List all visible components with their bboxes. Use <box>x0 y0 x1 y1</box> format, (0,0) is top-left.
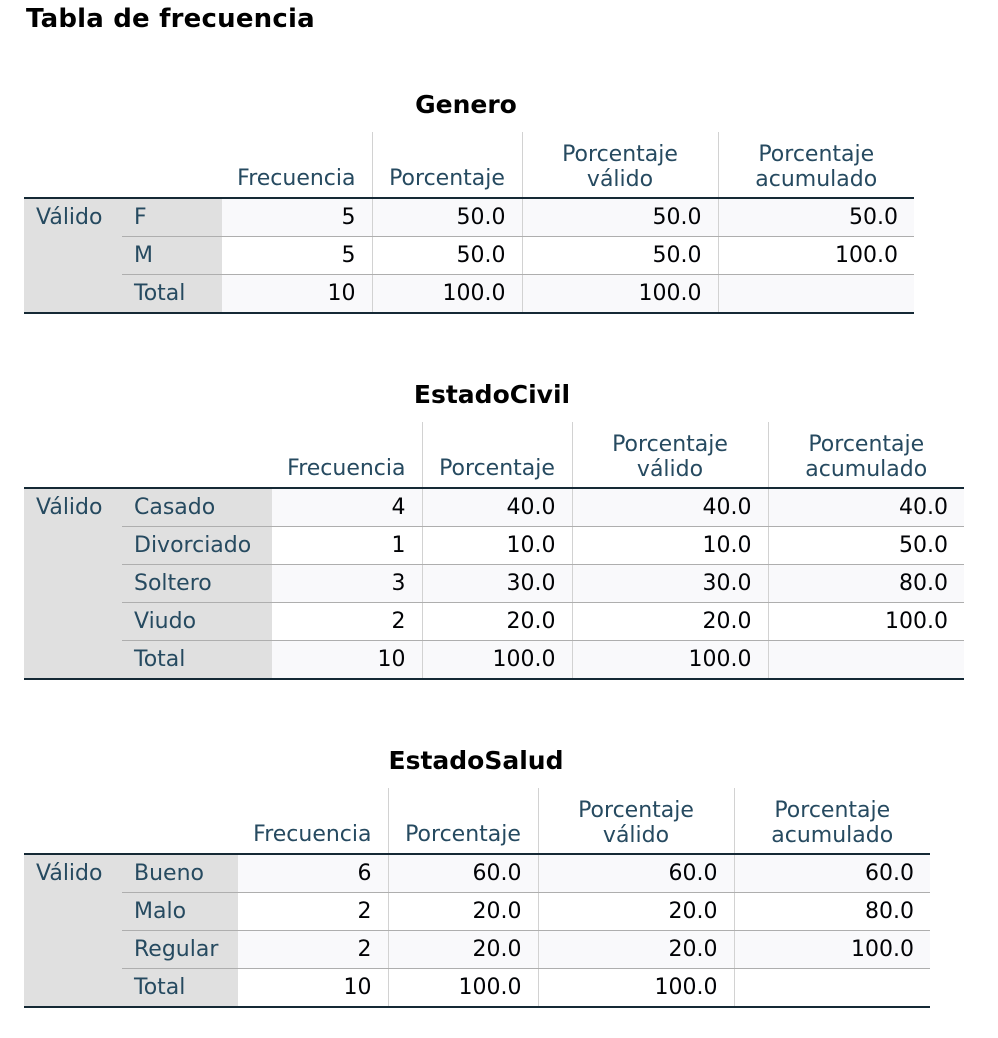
row-label: F <box>122 198 222 237</box>
table-row: Total 10 100.0 100.0 <box>24 640 964 680</box>
cell-porcentaje-valido: 20.0 <box>537 892 734 931</box>
table-title: Genero <box>415 90 517 119</box>
cell-porcentaje-valido: 60.0 <box>537 854 734 893</box>
header-porcentaje: Porcentaje <box>421 422 572 489</box>
cell-porcentaje-valido: 100.0 <box>571 640 768 680</box>
cell-porcentaje-valido: 100.0 <box>521 274 718 314</box>
cell-porcentaje-valido: 100.0 <box>537 968 734 1008</box>
cell-porcentaje: 30.0 <box>421 564 572 603</box>
cell-porcentaje-acumulado: 100.0 <box>767 602 964 641</box>
row-label: M <box>122 236 222 275</box>
header-frecuencia: Frecuencia <box>238 788 388 855</box>
cell-porcentaje-acumulado <box>767 640 964 680</box>
cell-porcentaje: 20.0 <box>387 930 538 969</box>
cell-porcentaje-valido: 50.0 <box>521 236 718 275</box>
table-row: Total 10 100.0 100.0 <box>24 274 914 314</box>
cell-frecuencia: 10 <box>222 274 372 314</box>
cell-frecuencia: 6 <box>238 854 388 893</box>
header-porcentaje-valido: Porcentaje válido <box>571 422 768 489</box>
cell-frecuencia: 5 <box>222 198 372 237</box>
table-row: Malo 2 20.0 20.0 80.0 <box>24 892 930 931</box>
row-label: Casado <box>122 488 272 527</box>
cell-porcentaje-valido: 10.0 <box>571 526 768 565</box>
cell-porcentaje-valido: 20.0 <box>571 602 768 641</box>
header-porcentaje: Porcentaje <box>371 132 522 199</box>
cell-porcentaje-acumulado: 60.0 <box>733 854 930 893</box>
cell-porcentaje: 60.0 <box>387 854 538 893</box>
cell-frecuencia: 2 <box>238 892 388 931</box>
cell-porcentaje-acumulado: 80.0 <box>733 892 930 931</box>
row-label: Bueno <box>122 854 238 893</box>
table-row: Válido Bueno 6 60.0 60.0 60.0 <box>24 854 930 1008</box>
cell-porcentaje: 40.0 <box>421 488 572 527</box>
table-row: Divorciado 1 10.0 10.0 50.0 <box>24 526 964 565</box>
table-row: Soltero 3 30.0 30.0 80.0 <box>24 564 964 603</box>
cell-porcentaje: 20.0 <box>421 602 572 641</box>
header-frecuencia: Frecuencia <box>272 422 422 489</box>
table-row: M 5 50.0 50.0 100.0 <box>24 236 914 275</box>
header-blank <box>24 788 238 855</box>
cell-porcentaje-acumulado <box>717 274 914 314</box>
cell-porcentaje-acumulado: 100.0 <box>733 930 930 969</box>
cell-porcentaje-valido: 30.0 <box>571 564 768 603</box>
cell-porcentaje: 100.0 <box>371 274 522 314</box>
header-porcentaje-valido: Porcentaje válido <box>537 788 734 855</box>
header-blank <box>24 132 222 199</box>
cell-frecuencia: 10 <box>272 640 422 680</box>
cell-porcentaje-valido: 50.0 <box>521 198 718 237</box>
header-porcentaje-valido: Porcentaje válido <box>521 132 718 199</box>
table-title: EstadoCivil <box>413 380 571 409</box>
row-label: Regular <box>122 930 238 969</box>
table-row: Regular 2 20.0 20.0 100.0 <box>24 930 930 969</box>
cell-frecuencia: 10 <box>238 968 388 1008</box>
cell-porcentaje: 100.0 <box>387 968 538 1008</box>
header-porcentaje-acumulado: Porcentaje acumulado <box>767 422 964 489</box>
cell-porcentaje-acumulado: 80.0 <box>767 564 964 603</box>
cell-porcentaje-valido: 40.0 <box>571 488 768 527</box>
group-label: Válido <box>24 198 122 314</box>
row-label: Viudo <box>122 602 272 641</box>
cell-porcentaje: 100.0 <box>421 640 572 680</box>
cell-porcentaje: 10.0 <box>421 526 572 565</box>
table-row: Válido Casado 4 40.0 40.0 40.0 <box>24 488 964 680</box>
group-label: Válido <box>24 854 122 1008</box>
cell-porcentaje: 20.0 <box>387 892 538 931</box>
table-title: EstadoSalud <box>388 746 564 775</box>
cell-porcentaje-acumulado: 50.0 <box>717 198 914 237</box>
cell-frecuencia: 1 <box>272 526 422 565</box>
header-porcentaje-acumulado: Porcentaje acumulado <box>733 788 930 855</box>
cell-porcentaje-valido: 20.0 <box>537 930 734 969</box>
cell-frecuencia: 4 <box>272 488 422 527</box>
row-label: Malo <box>122 892 238 931</box>
cell-frecuencia: 3 <box>272 564 422 603</box>
row-label: Soltero <box>122 564 272 603</box>
row-label: Total <box>122 968 238 1008</box>
page-title: Tabla de frecuencia <box>26 4 315 34</box>
header-porcentaje: Porcentaje <box>387 788 538 855</box>
cell-frecuencia: 2 <box>238 930 388 969</box>
row-label: Divorciado <box>122 526 272 565</box>
group-label: Válido <box>24 488 122 680</box>
header-porcentaje-acumulado: Porcentaje acumulado <box>717 132 914 199</box>
row-label: Total <box>122 274 222 314</box>
header-frecuencia: Frecuencia <box>222 132 372 199</box>
cell-porcentaje-acumulado: 50.0 <box>767 526 964 565</box>
table-row: Válido F 5 50.0 50.0 50.0 <box>24 198 914 314</box>
cell-porcentaje-acumulado <box>733 968 930 1008</box>
cell-porcentaje-acumulado: 100.0 <box>717 236 914 275</box>
cell-porcentaje: 50.0 <box>371 236 522 275</box>
cell-porcentaje-acumulado: 40.0 <box>767 488 964 527</box>
table-row: Viudo 2 20.0 20.0 100.0 <box>24 602 964 641</box>
table-row: Total 10 100.0 100.0 <box>24 968 930 1008</box>
cell-frecuencia: 5 <box>222 236 372 275</box>
row-label: Total <box>122 640 272 680</box>
cell-frecuencia: 2 <box>272 602 422 641</box>
header-blank <box>24 422 272 489</box>
cell-porcentaje: 50.0 <box>371 198 522 237</box>
